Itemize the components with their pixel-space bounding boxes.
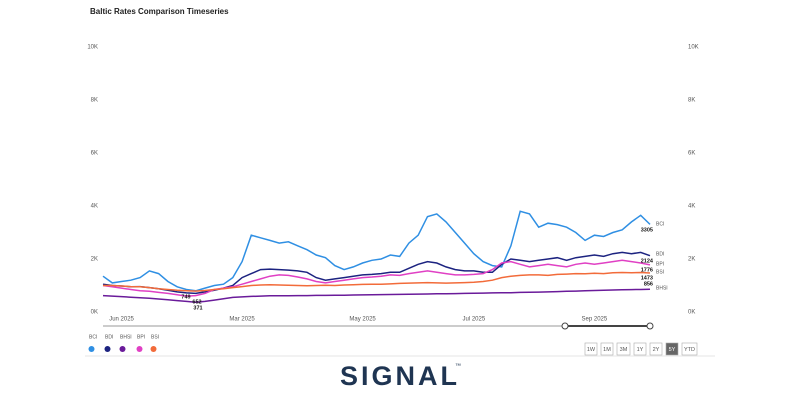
y2-tick-label: 6K — [688, 151, 695, 157]
legend-marker[interactable] — [136, 346, 143, 352]
legend-label[interactable]: BHSI — [120, 334, 132, 340]
range-button[interactable] — [600, 342, 614, 356]
range-button-label[interactable]: 1Y — [637, 347, 644, 353]
range-button-label[interactable]: 3M — [620, 347, 628, 353]
y2-tick-label: 0K — [688, 310, 695, 316]
range-button[interactable] — [584, 342, 598, 356]
legend-label[interactable]: BPI — [137, 334, 145, 340]
range-handle[interactable] — [646, 322, 654, 330]
range-button-label[interactable]: 1W — [587, 347, 596, 353]
range-button[interactable] — [616, 342, 631, 356]
series-end-value: 1776 — [641, 267, 653, 273]
y2-tick-label: 4K — [688, 204, 695, 210]
series-end-name: BHSI — [656, 285, 668, 291]
range-button-label[interactable]: YTD — [684, 347, 695, 353]
series-end-name: BDI — [656, 251, 664, 257]
range-handle[interactable] — [561, 322, 569, 330]
y2-tick-label: 8K — [688, 98, 695, 104]
annotation: 652 — [192, 299, 201, 305]
series-end-value: 2124 — [641, 258, 654, 264]
legend-label[interactable]: BCI — [89, 334, 97, 340]
range-button-label[interactable]: 1M — [603, 347, 611, 353]
y2-tick-label: 2K — [688, 257, 695, 263]
range-button-label[interactable]: 2Y — [653, 347, 660, 353]
series-end-value: 856 — [644, 281, 653, 287]
y-tick-label: 8K — [91, 98, 98, 104]
series-end-name: BSI — [656, 269, 664, 275]
range-button[interactable] — [633, 342, 647, 356]
range-button-label[interactable]: 5Y — [669, 347, 676, 353]
legend-marker[interactable] — [150, 346, 157, 352]
legend-label[interactable]: BSI — [151, 334, 159, 340]
range-button[interactable] — [649, 342, 663, 356]
series-line — [102, 288, 651, 303]
legend-label[interactable]: BDI — [105, 334, 113, 340]
y-tick-label: 0K — [91, 310, 98, 316]
y-tick-label: 2K — [91, 257, 98, 263]
range-button[interactable] — [665, 342, 679, 356]
legend-marker[interactable] — [88, 346, 95, 352]
series-line — [102, 259, 651, 297]
x-tick-label: Jun 2025 — [109, 317, 134, 323]
logo-mark: ™ — [455, 363, 461, 370]
x-tick-label: Sep 2025 — [582, 317, 608, 323]
y-tick-label: 4K — [91, 204, 98, 210]
series-line — [102, 210, 651, 292]
series-end-value: 3305 — [641, 227, 653, 233]
y2-tick-label: 10K — [688, 45, 699, 51]
y-tick-label: 10K — [87, 45, 98, 51]
x-tick-label: Jul 2025 — [463, 317, 486, 323]
legend-marker[interactable] — [119, 346, 126, 352]
logo: SIGNAL — [340, 361, 460, 391]
legend-marker[interactable] — [104, 346, 111, 352]
range-button[interactable] — [681, 342, 698, 356]
y-tick-label: 6K — [91, 151, 98, 157]
chart-title: Baltic Rates Comparison Timeseries — [90, 7, 229, 16]
series-end-name: BPI — [656, 261, 664, 267]
annotation: 749 — [181, 294, 190, 300]
x-tick-label: Mar 2025 — [229, 317, 255, 323]
series-line — [102, 251, 651, 295]
series-line — [103, 271, 651, 292]
series-end-name: BCI — [656, 221, 664, 227]
x-tick-label: May 2025 — [349, 317, 376, 323]
series-end-value: 1473 — [641, 275, 653, 281]
annotation: 371 — [193, 305, 202, 311]
